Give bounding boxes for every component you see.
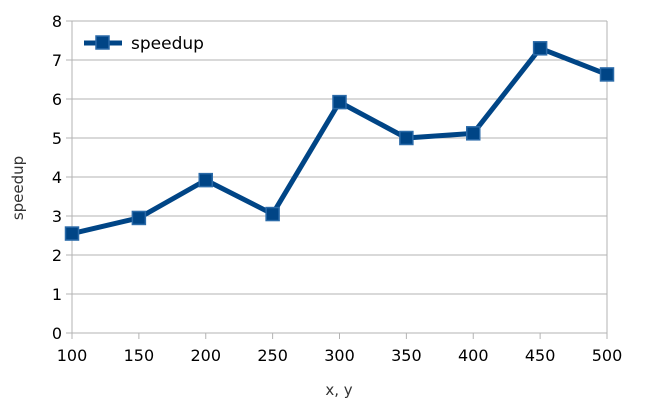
x-tick-label-100: 100: [57, 346, 88, 365]
y-tick-label-3: 3: [52, 207, 62, 226]
y-tick-label-1: 1: [52, 285, 62, 304]
data-point-500: [599, 67, 615, 82]
data-point-450: [532, 41, 548, 56]
data-point-350: [399, 130, 414, 146]
x-tick-label-400: 400: [458, 346, 489, 365]
x-tick-label-150: 150: [124, 346, 155, 365]
y-tick-label-5: 5: [52, 129, 62, 148]
y-tick-label-8: 8: [52, 12, 62, 31]
data-point-250: [265, 206, 280, 222]
x-tick-label-300: 300: [324, 346, 355, 365]
x-tick-label-250: 250: [257, 346, 288, 365]
y-tick-label-2: 2: [52, 246, 62, 265]
data-point-150: [131, 210, 147, 226]
legend-marker: [95, 35, 110, 50]
axes: [66, 20, 608, 339]
y-tick-label-4: 4: [52, 168, 62, 187]
series-line-0: [69, 45, 610, 237]
grid-lines: [72, 20, 607, 334]
y-axis-title: speedup: [9, 156, 27, 220]
data-point-300: [332, 94, 347, 110]
data-point-200: [198, 172, 213, 188]
legend: speedup: [84, 34, 204, 54]
x-tick-label-200: 200: [190, 346, 221, 365]
y-tick-label-6: 6: [52, 90, 62, 109]
data-point-400: [466, 126, 481, 141]
y-tick-label-0: 0: [52, 324, 62, 343]
x-tick-label-450: 450: [525, 346, 556, 365]
x-tick-label-500: 500: [592, 346, 623, 365]
y-tick-labels: 0 1 2 3 4 5 6 7 8: [52, 12, 62, 343]
legend-label: speedup: [131, 34, 204, 54]
x-tick-labels: 100 150 200 250 300 350 400 450 500: [57, 346, 623, 365]
series-layer: [64, 41, 615, 241]
x-axis-title: x, y: [325, 381, 352, 399]
data-point-100: [64, 226, 80, 241]
y-tick-label-7: 7: [52, 51, 62, 70]
x-tick-label-350: 350: [391, 346, 422, 365]
